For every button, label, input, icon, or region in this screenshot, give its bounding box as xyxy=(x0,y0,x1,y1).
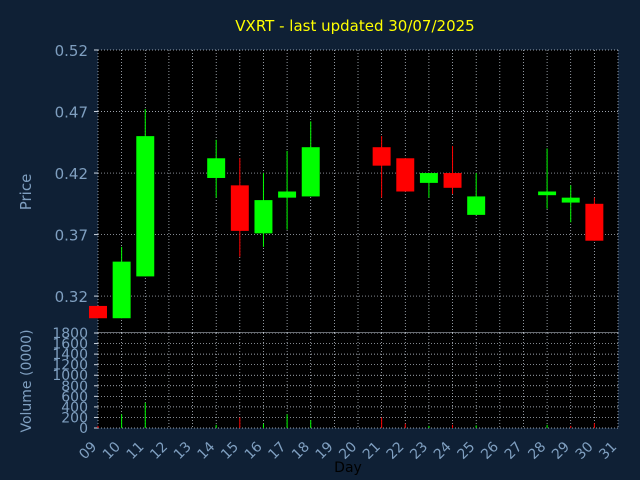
candle-body xyxy=(372,147,391,166)
volume-y-tick-label: 0 xyxy=(79,421,88,437)
price-y-tick-label: 0.47 xyxy=(55,104,88,122)
price-y-tick-label: 0.37 xyxy=(55,227,88,245)
x-axis-label: Day xyxy=(334,460,362,476)
volume-y-tick-label: 400 xyxy=(61,400,88,416)
candle-body xyxy=(561,197,580,203)
price-y-tick-labels: 0.32 0.37 0.42 0.47 0.52 xyxy=(55,42,88,306)
price-candles xyxy=(89,109,604,319)
candle-body xyxy=(585,203,604,241)
candle-body xyxy=(419,173,438,183)
price-panel: 0.32 0.37 0.42 0.47 0.52 Price xyxy=(17,42,619,334)
volume-plot-area xyxy=(98,333,618,428)
chart-title: VXRT - last updated 30/07/2025 xyxy=(235,17,474,35)
candle-body xyxy=(89,305,107,319)
candle-body xyxy=(207,158,226,178)
volume-y-tick-label: 1600 xyxy=(52,337,88,353)
candle-body xyxy=(112,261,131,319)
volume-gridlines xyxy=(94,332,619,429)
volume-y-tick-label: 800 xyxy=(61,379,88,395)
price-y-tick-label: 0.32 xyxy=(55,288,88,306)
volume-y-tick-label: 200 xyxy=(61,410,88,426)
candle-body xyxy=(467,196,486,215)
candle-body xyxy=(278,191,297,198)
volume-y-tick-label: 1000 xyxy=(52,368,88,384)
candle-body xyxy=(443,173,462,188)
candle-body xyxy=(254,200,273,234)
volume-y-tick-label: 600 xyxy=(61,389,88,405)
candle-body xyxy=(230,185,249,231)
price-y-tick-label: 0.42 xyxy=(55,165,88,183)
volume-y-tick-label: 1200 xyxy=(52,358,88,374)
price-y-tick-label: 0.52 xyxy=(55,42,88,60)
volume-y-tick-label: 1800 xyxy=(52,326,88,342)
candle-body xyxy=(301,147,320,197)
volume-y-tick-label: 1400 xyxy=(52,347,88,363)
volume-y-axis-label: Volume (0000) xyxy=(19,329,35,432)
volume-bars xyxy=(97,402,595,428)
candle-body xyxy=(538,191,557,196)
candle-body xyxy=(396,158,415,192)
candle-body xyxy=(136,136,155,277)
price-y-axis-label: Price xyxy=(17,174,35,211)
